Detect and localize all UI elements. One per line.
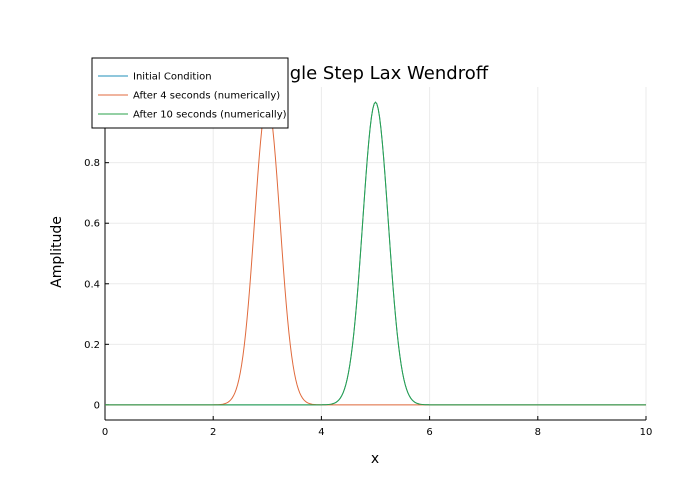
legend-box — [91, 57, 289, 129]
y-ticks: 0 0.2 0.4 0.6 0.8 — [84, 158, 109, 411]
y-axis-title: Amplitude — [49, 216, 65, 288]
legend-label: After 10 seconds (numerically) — [133, 110, 287, 121]
x-ticks: 0 2 4 6 8 10 — [102, 416, 653, 438]
y-tick-label: 0.2 — [84, 340, 100, 351]
chart-title: Single Step Lax Wendroff — [262, 63, 489, 84]
series-line-2 — [105, 101, 646, 406]
x-tick-label: 2 — [210, 427, 216, 438]
y-tick-label: 0.4 — [84, 279, 100, 290]
legend: Initial Condition After 4 seconds (numeri… — [91, 57, 289, 129]
y-tick-label: 0.8 — [84, 158, 100, 169]
grid — [104, 87, 647, 420]
x-tick-label: 8 — [535, 427, 541, 438]
x-tick-label: 4 — [318, 427, 324, 438]
x-tick-label: 0 — [102, 427, 108, 438]
series-group — [105, 101, 646, 406]
x-axis-title: x — [371, 451, 379, 467]
series-line-1 — [105, 101, 646, 406]
series-line-3 — [105, 101, 646, 406]
x-tick-label: 10 — [640, 427, 653, 438]
axes — [104, 87, 646, 421]
y-tick-label: 0 — [94, 400, 100, 411]
x-tick-label: 6 — [426, 427, 432, 438]
legend-label: Initial Condition — [133, 72, 212, 83]
legend-label: After 4 seconds (numerically) — [133, 91, 280, 102]
y-tick-label: 0.6 — [84, 219, 100, 230]
